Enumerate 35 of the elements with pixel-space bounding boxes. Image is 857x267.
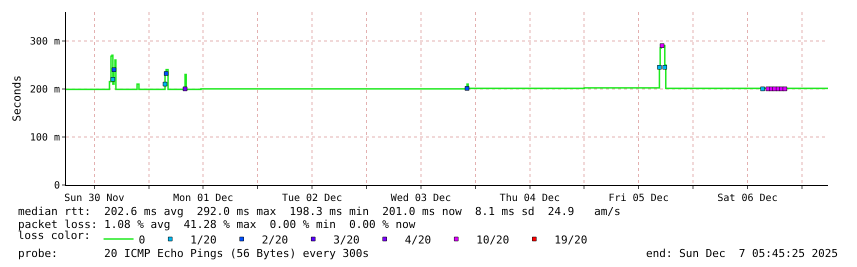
legend-title: loss color: xyxy=(18,228,91,242)
point xyxy=(662,65,668,70)
point xyxy=(782,86,788,92)
legend-label: 4/20 xyxy=(404,233,432,246)
point xyxy=(182,86,188,92)
x-tick-label: Mon 01 Dec xyxy=(173,193,234,204)
x-tick-label: Sat 06 Dec xyxy=(717,193,778,204)
legend-label: 10/20 xyxy=(476,233,510,246)
point xyxy=(110,77,116,82)
point xyxy=(464,86,470,91)
y-tick-label: 200 m xyxy=(30,84,60,96)
y-tick-label: 0 xyxy=(54,180,60,192)
x-tick-label: Wed 03 Dec xyxy=(390,193,452,204)
text: median rtt: 202.6 ms avg 292.0 ms max 198.3 ms min 201.0 ms now 8.1 ms sd 24.9 am/s xyxy=(18,205,621,218)
point xyxy=(760,86,765,92)
legend-label: 0 xyxy=(138,233,146,246)
legend-label: 3/20 xyxy=(333,233,360,246)
text: packet loss: 1.08 % avg 41.28 % max 0.00 % min 0.00 % now xyxy=(18,218,416,231)
legend-label: 2/20 xyxy=(262,233,288,246)
text: probe: 20 ICMP Echo Pings (56 Bytes) every 300s xyxy=(18,247,369,260)
x-tick-label: Tue 02 Dec xyxy=(282,193,342,204)
point xyxy=(112,67,116,72)
point xyxy=(657,65,662,70)
text: end: Sun Dec 7 05:45:25 2025 xyxy=(646,247,838,260)
legend-label: 1/20 xyxy=(190,233,217,246)
y-tick-label: 300 m xyxy=(30,36,60,48)
legend-label: 19/20 xyxy=(554,233,588,246)
x-tick-label: Sun 30 Nov xyxy=(64,193,124,204)
point xyxy=(162,82,168,86)
y-axis-title: Seconds xyxy=(10,75,24,122)
x-tick-label: Fri 05 Dec xyxy=(608,193,669,204)
y-tick-label: 100 m xyxy=(30,132,60,144)
x-tick-label: Thu 04 Dec xyxy=(500,193,560,204)
point xyxy=(164,71,168,76)
point xyxy=(660,43,664,48)
